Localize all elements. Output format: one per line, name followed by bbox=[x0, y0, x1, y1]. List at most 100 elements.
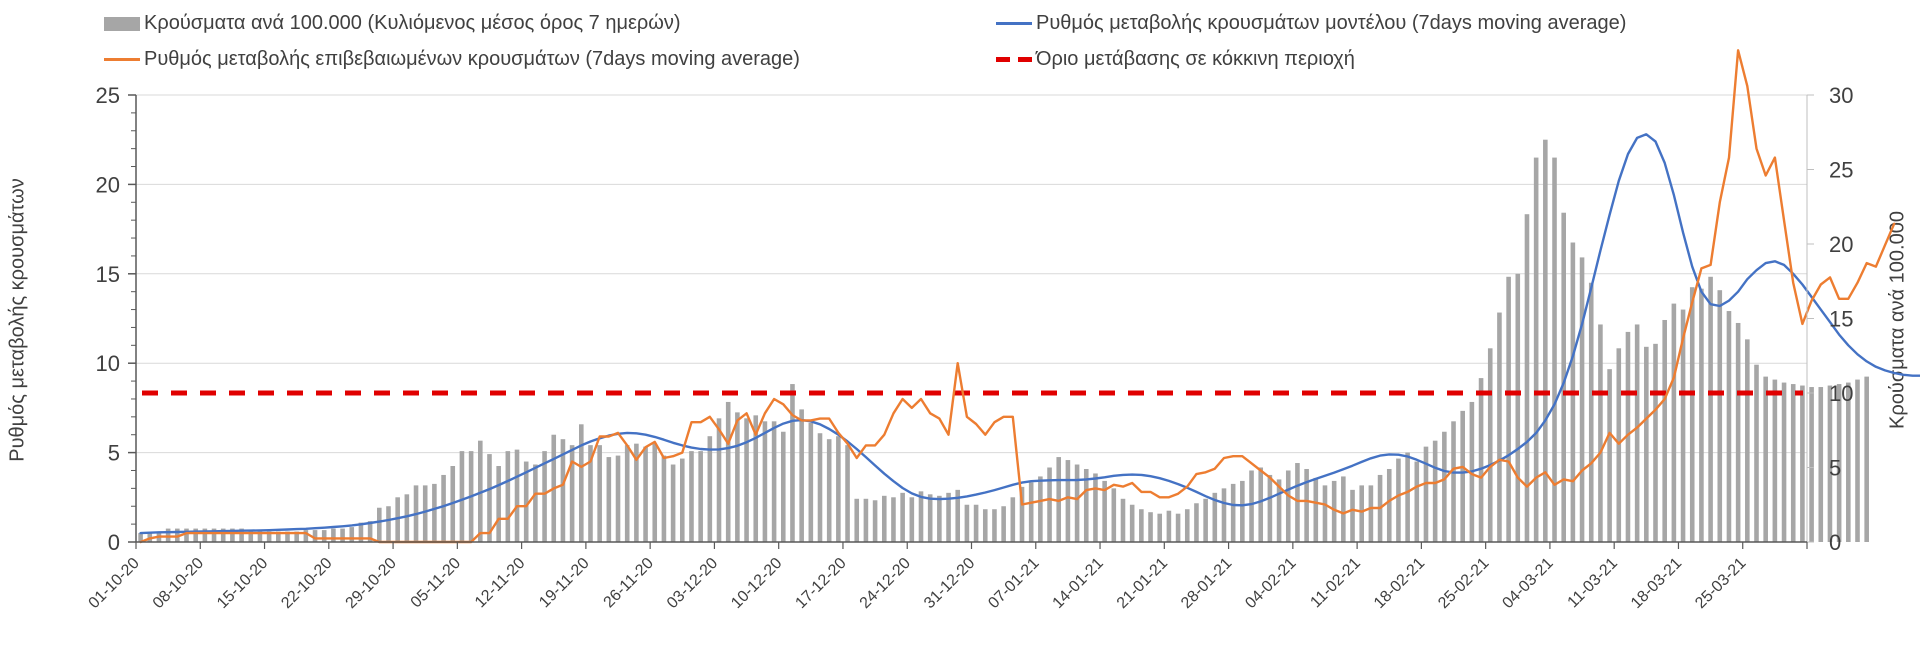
bar bbox=[1846, 382, 1851, 542]
bar bbox=[533, 464, 538, 542]
bar bbox=[1588, 282, 1594, 542]
bar bbox=[1056, 457, 1062, 542]
bar bbox=[1800, 385, 1805, 542]
bar bbox=[1359, 485, 1365, 542]
bar bbox=[202, 528, 208, 542]
bar bbox=[881, 495, 887, 542]
bar bbox=[1139, 509, 1144, 542]
bar bbox=[1745, 339, 1750, 542]
bar bbox=[285, 531, 290, 542]
right-tick-label: 5 bbox=[1829, 456, 1841, 481]
x-tick-label: 04-03-21 bbox=[1499, 555, 1556, 612]
bar bbox=[1221, 488, 1227, 542]
bar bbox=[1616, 348, 1622, 542]
bar bbox=[973, 504, 979, 542]
bar bbox=[1194, 503, 1199, 542]
bar bbox=[1414, 461, 1420, 542]
right-tick-label: 25 bbox=[1829, 158, 1853, 183]
bar bbox=[248, 530, 254, 542]
bar bbox=[478, 440, 483, 542]
bar bbox=[1341, 476, 1346, 542]
bar bbox=[1019, 486, 1025, 542]
bar bbox=[1065, 460, 1071, 542]
x-tick-label: 01-10-20 bbox=[86, 555, 143, 612]
bar bbox=[670, 464, 676, 542]
bar bbox=[1258, 467, 1264, 542]
bar bbox=[679, 458, 685, 542]
bar bbox=[1111, 488, 1117, 542]
bar bbox=[1423, 446, 1429, 542]
bar bbox=[1212, 492, 1218, 542]
bar bbox=[927, 494, 933, 542]
left-tick-label: 15 bbox=[96, 262, 120, 287]
bar-series bbox=[138, 139, 1869, 542]
x-tick-label: 10-12-20 bbox=[728, 555, 785, 612]
bar bbox=[643, 446, 648, 542]
legend-label-bars: Κρούσματα ανά 100.000 (Κυλιόμενος μέσος … bbox=[144, 12, 681, 34]
bar bbox=[1285, 470, 1291, 542]
bar bbox=[1102, 480, 1107, 542]
bar bbox=[175, 528, 180, 542]
blue-model-line bbox=[139, 133, 1920, 535]
legend-item-blue: Ρυθμός μεταβολής κρουσμάτων μοντέλου (7d… bbox=[996, 12, 1626, 35]
bar bbox=[1809, 387, 1814, 542]
bar bbox=[698, 451, 703, 542]
bar bbox=[661, 455, 667, 542]
bar bbox=[707, 436, 713, 542]
left-tick-label: 0 bbox=[108, 530, 120, 555]
bar bbox=[1552, 157, 1557, 542]
bar bbox=[652, 443, 658, 542]
bar bbox=[1864, 376, 1869, 542]
orange-confirmed-line bbox=[139, 49, 1896, 544]
bar bbox=[294, 531, 299, 542]
bar bbox=[578, 424, 584, 542]
bar bbox=[597, 445, 602, 542]
bar bbox=[790, 384, 795, 542]
bar bbox=[505, 451, 511, 542]
bar bbox=[1680, 309, 1686, 542]
bar bbox=[1038, 476, 1043, 542]
bar bbox=[1157, 513, 1163, 542]
x-tick-label: 25-02-21 bbox=[1435, 555, 1492, 612]
bar bbox=[303, 530, 309, 542]
bar bbox=[900, 492, 905, 542]
right-tick-label: 10 bbox=[1829, 381, 1853, 406]
x-tick-label: 15-10-20 bbox=[214, 555, 271, 612]
bar bbox=[771, 421, 777, 542]
axes bbox=[128, 94, 1814, 549]
bar bbox=[1607, 369, 1612, 542]
x-tick-label: 28-01-21 bbox=[1178, 555, 1235, 612]
bar bbox=[1230, 483, 1236, 542]
bar bbox=[1772, 379, 1778, 542]
bar bbox=[1331, 480, 1337, 542]
bar bbox=[1304, 468, 1309, 542]
x-tick-label: 11-03-21 bbox=[1565, 555, 1622, 612]
bar bbox=[1276, 479, 1282, 542]
bar bbox=[689, 451, 694, 542]
blue-line-swatch-icon bbox=[996, 22, 1032, 25]
bar bbox=[808, 422, 814, 542]
bar bbox=[496, 466, 501, 542]
bar bbox=[1717, 290, 1723, 542]
bar bbox=[1166, 510, 1172, 542]
bar bbox=[1249, 470, 1254, 542]
bar bbox=[1028, 482, 1034, 542]
x-tick-label: 21-01-21 bbox=[1114, 555, 1171, 612]
bar bbox=[220, 528, 226, 542]
left-tick-label: 25 bbox=[96, 83, 120, 108]
bar bbox=[845, 445, 850, 542]
bar bbox=[257, 531, 263, 542]
bar bbox=[735, 412, 740, 542]
x-tick-label: 17-12-20 bbox=[792, 555, 849, 612]
bar bbox=[1432, 440, 1438, 542]
line-series bbox=[139, 49, 1920, 544]
x-tick-label: 18-03-21 bbox=[1628, 555, 1685, 612]
bar bbox=[321, 530, 327, 542]
bar bbox=[1689, 287, 1695, 542]
right-tick-label: 15 bbox=[1829, 307, 1853, 332]
legend-item-orange: Ρυθμός μεταβολής επιβεβαιωμένων κρουσμάτ… bbox=[104, 48, 800, 71]
bar bbox=[1561, 212, 1566, 542]
bar bbox=[937, 495, 942, 542]
bar bbox=[1763, 376, 1768, 542]
